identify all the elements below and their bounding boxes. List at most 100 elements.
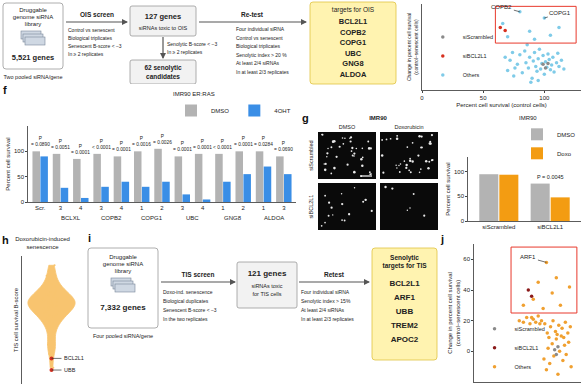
svg-text:DMSO: DMSO xyxy=(557,132,575,138)
svg-text:ARF1: ARF1 xyxy=(520,254,536,260)
svg-text:library: library xyxy=(115,268,131,274)
svg-text:Control vs senescent: Control vs senescent xyxy=(68,27,115,33)
svg-text:0: 0 xyxy=(461,218,465,224)
svg-text:Retest: Retest xyxy=(324,271,345,278)
svg-text:60: 60 xyxy=(463,256,470,262)
svg-text:IMR90 ER:RAS: IMR90 ER:RAS xyxy=(173,91,215,97)
svg-text:50: 50 xyxy=(457,193,464,199)
svg-text:genome siRNA: genome siRNA xyxy=(13,14,53,20)
svg-text:targets for TIS: targets for TIS xyxy=(382,262,427,270)
svg-text:genome siRNA: genome siRNA xyxy=(103,261,143,267)
svg-text:siScrambled: siScrambled xyxy=(308,140,314,170)
svg-text:3: 3 xyxy=(99,205,103,211)
svg-text:siRNAs toxic: siRNAs toxic xyxy=(251,283,282,289)
svg-text:COPG1: COPG1 xyxy=(549,10,571,16)
svg-text:COPG1: COPG1 xyxy=(141,215,163,221)
svg-text:Percent cell survival: Percent cell survival xyxy=(445,162,451,215)
svg-text:Four pooled siRNA/gene: Four pooled siRNA/gene xyxy=(93,333,153,339)
svg-text:DMSO: DMSO xyxy=(211,108,229,114)
svg-text:candidates: candidates xyxy=(146,73,180,80)
svg-text:P = 0.0045: P = 0.0045 xyxy=(537,174,564,180)
svg-text:127 genes: 127 genes xyxy=(145,12,181,21)
svg-text:At least 2/4 siRNAs: At least 2/4 siRNAs xyxy=(301,307,345,313)
svg-text:GNG8: GNG8 xyxy=(342,59,363,68)
svg-text:P= 0.0026: P= 0.0026 xyxy=(153,134,172,145)
svg-text:siBCL2L1: siBCL2L1 xyxy=(537,224,564,230)
svg-text:Four individual siRNA: Four individual siRNA xyxy=(301,289,350,295)
svg-text:APOC2: APOC2 xyxy=(391,335,419,344)
svg-text:ALDOA: ALDOA xyxy=(340,70,367,79)
svg-text:Biological triplicates: Biological triplicates xyxy=(68,35,112,41)
svg-text:IMR90: IMR90 xyxy=(369,115,387,121)
svg-text:Others: Others xyxy=(463,72,480,78)
svg-text:4: 4 xyxy=(120,205,124,211)
svg-text:20: 20 xyxy=(463,318,470,324)
svg-text:Re-test: Re-test xyxy=(241,11,264,18)
svg-text:siScrambled: siScrambled xyxy=(482,224,515,230)
svg-text:GNG8: GNG8 xyxy=(224,215,242,221)
svg-text:siScrambled: siScrambled xyxy=(515,326,545,332)
svg-text:Doxo: Doxo xyxy=(557,151,572,157)
svg-text:In ≥ 2 replicates: In ≥ 2 replicates xyxy=(167,49,203,55)
svg-text:100: 100 xyxy=(454,169,465,175)
svg-text:Doxo-ind. senescence: Doxo-ind. senescence xyxy=(163,289,213,295)
svg-text:4: 4 xyxy=(79,205,83,211)
svg-text:50: 50 xyxy=(480,95,487,101)
svg-text:4: 4 xyxy=(201,205,205,211)
svg-text:P= 0.0890: P= 0.0890 xyxy=(31,136,50,147)
svg-text:Change in percent cell surviva: Change in percent cell survival(control−… xyxy=(406,13,419,81)
svg-text:Senolytic index > 15%: Senolytic index > 15% xyxy=(301,298,351,304)
svg-text:3: 3 xyxy=(181,205,185,211)
svg-text:Druggable: Druggable xyxy=(109,254,137,260)
svg-text:P= 0.0001: P= 0.0001 xyxy=(234,136,253,147)
svg-text:COPG1: COPG1 xyxy=(340,38,366,47)
svg-text:TIS cell survival B-score: TIS cell survival B-score xyxy=(13,287,19,352)
svg-text:Biological triplicates: Biological triplicates xyxy=(236,43,280,49)
svg-text:g: g xyxy=(302,112,309,124)
svg-text:targets for OIS: targets for OIS xyxy=(332,6,375,14)
svg-text:BCL2L1: BCL2L1 xyxy=(389,279,420,288)
svg-text:P= 0.0690: P= 0.0690 xyxy=(274,141,293,152)
svg-text:P= 0.0001: P= 0.0001 xyxy=(112,141,131,152)
svg-text:Senolytic index > 20 %: Senolytic index > 20 % xyxy=(236,52,287,58)
svg-text:Percent cell survival: Percent cell survival xyxy=(5,137,11,190)
svg-text:Change in percent cell surviva: Change in percent cell survival(control−… xyxy=(447,272,461,354)
svg-text:UBC: UBC xyxy=(345,49,362,58)
svg-text:In at least 2/3 replicates: In at least 2/3 replicates xyxy=(301,316,354,322)
svg-text:Percent cell survival (control: Percent cell survival (control cells) xyxy=(456,102,547,108)
svg-text:Senolytic B-score < −3: Senolytic B-score < −3 xyxy=(167,41,218,47)
svg-text:IMR90: IMR90 xyxy=(519,115,537,121)
svg-text:100: 100 xyxy=(539,95,550,101)
svg-text:2: 2 xyxy=(242,205,246,211)
svg-text:Doxorubicin: Doxorubicin xyxy=(394,124,423,130)
svg-text:At least 2/4 siRNAs: At least 2/4 siRNAs xyxy=(236,60,280,66)
svg-text:50: 50 xyxy=(17,174,24,180)
svg-text:1: 1 xyxy=(262,205,266,211)
svg-text:5,521 genes: 5,521 genes xyxy=(12,53,55,62)
svg-text:TIS screen: TIS screen xyxy=(182,271,215,278)
svg-text:P= 0.0284: P= 0.0284 xyxy=(254,136,273,147)
svg-text:BCLXL: BCLXL xyxy=(61,215,81,221)
svg-text:siScrambled: siScrambled xyxy=(463,34,493,40)
svg-text:40: 40 xyxy=(463,287,470,293)
svg-text:P< 0.0001: P< 0.0001 xyxy=(213,139,232,150)
svg-text:4OHT: 4OHT xyxy=(274,108,290,114)
svg-text:Senescent B-score < −3: Senescent B-score < −3 xyxy=(68,43,122,49)
svg-text:OIS screen: OIS screen xyxy=(80,11,114,18)
svg-text:BCL2L1: BCL2L1 xyxy=(339,17,367,26)
svg-text:3: 3 xyxy=(282,205,286,211)
svg-text:Senescent B-score < −3: Senescent B-score < −3 xyxy=(163,307,217,313)
svg-text:siBCL2L1: siBCL2L1 xyxy=(515,345,539,351)
svg-text:library: library xyxy=(25,21,41,27)
svg-text:Druggable: Druggable xyxy=(19,7,47,13)
svg-text:In the two replicates: In the two replicates xyxy=(163,316,208,322)
svg-text:0: 0 xyxy=(21,199,25,205)
svg-text:for TIS cells: for TIS cells xyxy=(253,291,282,297)
svg-text:Four individual siRNA: Four individual siRNA xyxy=(236,26,285,32)
svg-text:siBCL2L1: siBCL2L1 xyxy=(308,195,314,219)
svg-text:BCL2L1: BCL2L1 xyxy=(64,355,84,361)
svg-text:Biological duplicates: Biological duplicates xyxy=(163,298,209,304)
svg-text:DMSO: DMSO xyxy=(339,124,356,130)
svg-text:COPB2: COPB2 xyxy=(340,28,366,37)
svg-text:2: 2 xyxy=(160,205,164,211)
